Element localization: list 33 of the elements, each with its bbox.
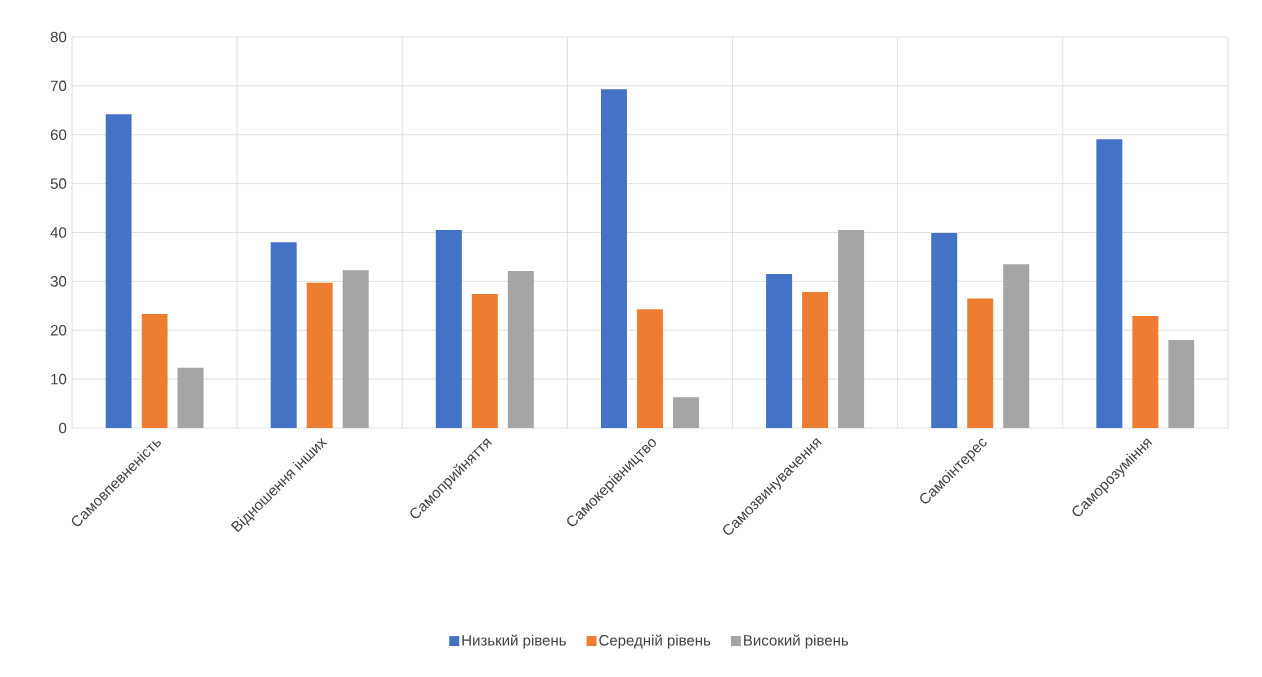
bar (1003, 264, 1030, 428)
bar (306, 282, 333, 428)
y-tick-label: 60 (50, 129, 67, 141)
bar (967, 298, 994, 428)
bar (931, 232, 958, 428)
bar (435, 230, 462, 428)
bar (1168, 340, 1195, 428)
legend-label: Низький рівень (462, 634, 566, 649)
bar (342, 270, 369, 428)
bar (177, 367, 204, 428)
y-tick-label: 40 (50, 227, 67, 238)
bar (1096, 139, 1123, 428)
y-tick-label: 70 (50, 80, 67, 92)
y-tick-label: 0 (59, 422, 67, 434)
y-tick-label: 30 (50, 276, 67, 287)
y-tick-label: 10 (51, 373, 67, 385)
bar (600, 89, 627, 428)
legend-label: Середній рівень (599, 634, 711, 649)
bar (1132, 316, 1159, 428)
y-tick-label: 20 (50, 324, 67, 336)
y-tick-label: 50 (50, 178, 67, 189)
bar (838, 230, 865, 428)
bar (672, 397, 699, 428)
bar (636, 309, 663, 428)
bar (105, 114, 132, 428)
bar (141, 314, 168, 428)
bar (270, 242, 297, 428)
bar (766, 274, 793, 428)
legend-label: Високий рівень (744, 634, 849, 649)
bar (802, 292, 829, 428)
y-tick-label: 80 (50, 31, 67, 43)
bar (507, 271, 534, 428)
bar (471, 294, 498, 428)
